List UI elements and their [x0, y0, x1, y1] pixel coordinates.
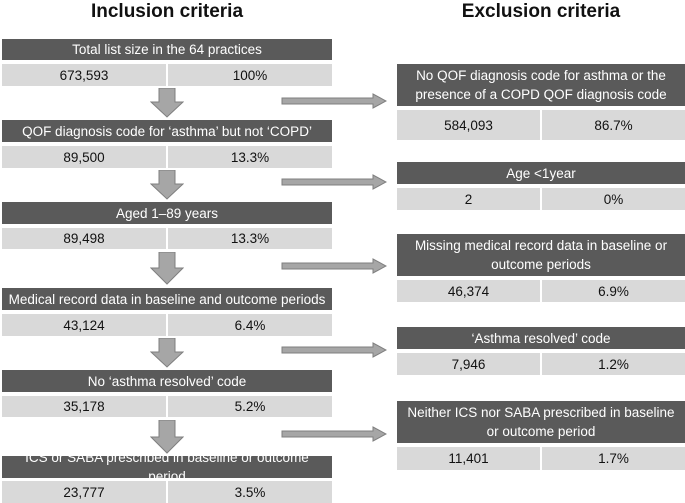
inclusion-step-percent: 6.4%	[168, 314, 332, 336]
inclusion-step-6: ICS or SABA prescribed in baseline or ou…	[2, 450, 332, 503]
exclusion-step-percent: 1.2%	[542, 353, 685, 375]
inclusion-step-label: QOF diagnosis code for ‘asthma’ but not …	[2, 120, 332, 142]
inclusion-step-label: No ‘asthma resolved’ code	[2, 370, 332, 392]
inclusion-step-2: QOF diagnosis code for ‘asthma’ but not …	[2, 120, 332, 168]
exclusion-heading: Exclusion criteria	[461, 1, 621, 22]
inclusion-step-percent: 13.3%	[168, 146, 332, 168]
exclusion-step-count: 7,946	[397, 353, 540, 375]
exclusion-step-label: ‘Asthma resolved’ code	[397, 327, 685, 349]
right-arrow-icon	[281, 426, 387, 442]
down-arrow-icon	[150, 420, 184, 454]
exclusion-step-4: ‘Asthma resolved’ code 7,946 1.2%	[397, 327, 685, 375]
exclusion-step-2: Age <1year 2 0%	[397, 162, 685, 210]
exclusion-step-count: 11,401	[397, 447, 540, 470]
inclusion-step-count: 43,124	[2, 314, 166, 336]
right-arrow-icon	[281, 258, 387, 274]
inclusion-step-percent: 100%	[168, 64, 332, 86]
inclusion-step-count: 23,777	[2, 481, 166, 503]
inclusion-step-count: 89,498	[2, 228, 166, 249]
inclusion-step-label: Total list size in the 64 practices	[2, 39, 332, 60]
inclusion-step-percent: 3.5%	[168, 481, 332, 503]
exclusion-step-percent: 0%	[542, 188, 685, 210]
inclusion-step-percent: 5.2%	[168, 396, 332, 417]
exclusion-step-label: Missing medical record data in baseline …	[397, 234, 685, 276]
right-arrow-icon	[281, 342, 387, 358]
inclusion-step-3: Aged 1–89 years 89,498 13.3%	[2, 202, 332, 249]
inclusion-step-1: Total list size in the 64 practices 673,…	[2, 39, 332, 86]
inclusion-step-count: 673,593	[2, 64, 166, 86]
exclusion-step-3: Missing medical record data in baseline …	[397, 234, 685, 302]
exclusion-step-1: No QOF diagnosis code for asthma or the …	[397, 64, 685, 140]
down-arrow-icon	[150, 88, 184, 118]
inclusion-step-count: 35,178	[2, 396, 166, 417]
inclusion-step-5: No ‘asthma resolved’ code 35,178 5.2%	[2, 370, 332, 417]
down-arrow-icon	[150, 170, 184, 200]
down-arrow-icon	[150, 338, 184, 368]
inclusion-step-label: Medical record data in baseline and outc…	[2, 288, 332, 310]
exclusion-step-count: 46,374	[397, 280, 540, 302]
inclusion-step-count: 89,500	[2, 146, 166, 168]
inclusion-step-label: Aged 1–89 years	[2, 202, 332, 224]
right-arrow-icon	[281, 93, 387, 109]
exclusion-step-count: 584,093	[397, 110, 540, 140]
exclusion-step-percent: 6.9%	[542, 280, 685, 302]
exclusion-step-percent: 86.7%	[542, 110, 685, 140]
exclusion-step-5: Neither ICS nor SABA prescribed in basel…	[397, 401, 685, 470]
exclusion-step-percent: 1.7%	[542, 447, 685, 470]
exclusion-step-label: No QOF diagnosis code for asthma or the …	[397, 64, 685, 106]
down-arrow-icon	[150, 252, 184, 285]
inclusion-step-percent: 13.3%	[168, 228, 332, 249]
exclusion-step-label: Age <1year	[397, 162, 685, 184]
inclusion-heading: Inclusion criteria	[90, 1, 244, 22]
inclusion-step-label: ICS or SABA prescribed in baseline or ou…	[2, 450, 332, 484]
right-arrow-icon	[281, 174, 387, 190]
exclusion-step-count: 2	[397, 188, 540, 210]
inclusion-step-4: Medical record data in baseline and outc…	[2, 288, 332, 336]
exclusion-step-label: Neither ICS nor SABA prescribed in basel…	[397, 401, 685, 443]
